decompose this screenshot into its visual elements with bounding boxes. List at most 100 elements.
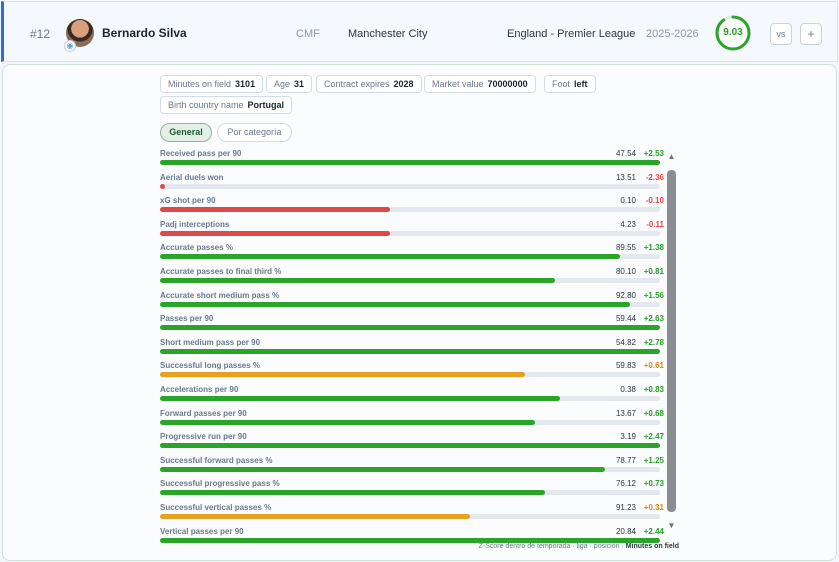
metric-bar-track <box>160 514 660 519</box>
metric-zscore: -0.10 <box>645 196 664 206</box>
club-badge-icon: ◉ <box>64 40 76 52</box>
metric-bar-fill <box>160 443 660 449</box>
metric-row: Successful forward passes % 78.77 +1.25 <box>160 456 664 478</box>
chip-contract: Contract expires 2028 <box>316 75 422 93</box>
metric-row: xG shot per 90 0.10 -0.10 <box>160 196 664 218</box>
metric-row: Aerial duels won 13.51 -2.36 <box>160 173 664 195</box>
metric-label: Vertical passes per 90 <box>160 526 244 536</box>
metric-label: Successful long passes % <box>160 361 261 371</box>
scrollbar-thumb[interactable] <box>667 170 676 512</box>
metric-row: Passes per 90 59.44 +2.63 <box>160 314 664 336</box>
stats-panel <box>2 64 837 561</box>
metric-bar-track <box>160 466 660 472</box>
metric-value: 13.51 <box>615 172 636 182</box>
metric-bar-fill <box>160 514 470 519</box>
metric-zscore: +0.73 <box>643 479 664 489</box>
tab-general[interactable]: General <box>160 123 212 142</box>
player-name[interactable]: Bernardo Silva <box>102 26 187 40</box>
metric-value: 92.80 <box>615 290 636 300</box>
metric-bar-fill <box>160 325 660 331</box>
compare-button[interactable]: vs <box>770 23 792 45</box>
metric-value: 0.10 <box>620 196 636 206</box>
scroll-down-icon[interactable]: ▼ <box>667 521 676 530</box>
chip-minutes: Minutes on field 3101 <box>160 75 264 93</box>
metric-value: 13.67 <box>615 408 636 418</box>
scroll-up-icon[interactable]: ▲ <box>667 152 676 161</box>
add-button[interactable]: + <box>800 23 822 45</box>
player-rating: 9.03 <box>723 27 743 38</box>
metric-zscore: +1.25 <box>643 455 664 465</box>
player-league: England - Premier League <box>507 28 636 40</box>
metric-bar-track <box>160 254 660 260</box>
metric-label: xG shot per 90 <box>160 196 216 206</box>
metric-label: Successful vertical passes % <box>160 503 272 512</box>
metric-zscore: +0.81 <box>643 267 664 276</box>
metric-bar-track <box>160 325 660 331</box>
metric-row: Short medium pass per 90 54.82 +2.78 <box>160 338 664 360</box>
metric-zscore: +1.56 <box>643 290 664 300</box>
metric-bar-fill <box>160 301 630 307</box>
metric-value: 59.44 <box>615 314 636 324</box>
metric-zscore: +0.31 <box>643 503 664 512</box>
metric-bar-track <box>160 278 660 283</box>
metric-row: Accurate short medium pass % 92.80 +1.56 <box>160 291 664 313</box>
metric-zscore: +2.47 <box>643 432 664 442</box>
metric-row: Accurate passes to final third % 80.10 +0.… <box>160 267 664 289</box>
metric-label: Padj interceptions <box>160 219 230 229</box>
metric-label: Successful forward passes % <box>160 455 273 465</box>
metric-bar-track <box>160 419 660 425</box>
metric-value: 4.23 <box>620 219 636 229</box>
metric-bar-track <box>160 183 660 189</box>
metric-zscore: +2.63 <box>643 314 664 324</box>
metric-row: Vertical passes per 90 20.84 +2.44 <box>160 527 664 549</box>
footnote: Z-Score dentro de temporada · liga · pos… <box>478 543 679 550</box>
metric-row: Forward passes per 90 13.67 +0.68 <box>160 409 664 431</box>
metric-label: Accelerations per 90 <box>160 385 239 394</box>
metric-bar-track <box>160 230 660 236</box>
metric-bar-fill <box>160 254 620 260</box>
metric-label: Forward passes per 90 <box>160 408 247 418</box>
rating-ring-icon <box>715 15 751 51</box>
metric-zscore: +0.61 <box>643 361 664 371</box>
metric-row: Received pass per 90 47.54 +2.53 <box>160 149 664 171</box>
metric-bar-track <box>160 301 660 307</box>
metric-bar-fill <box>160 278 555 283</box>
metric-bar-track <box>160 537 660 543</box>
metric-zscore: +2.53 <box>643 149 664 158</box>
metric-zscore: +2.78 <box>643 337 664 347</box>
metric-bar-fill <box>160 466 605 472</box>
metric-row: Padj interceptions 4.23 -0.11 <box>160 220 664 242</box>
metric-value: 78.77 <box>615 455 636 465</box>
metric-value: 3.19 <box>620 432 636 442</box>
metric-value: 0.38 <box>620 385 636 394</box>
metric-bar-fill <box>160 183 165 189</box>
metric-label: Progressive run per 90 <box>160 432 247 442</box>
metric-label: Accurate passes % <box>160 243 233 253</box>
metric-zscore: +0.83 <box>643 385 664 394</box>
metric-value: 76.12 <box>615 479 636 489</box>
tab-by-category[interactable]: Por categoría <box>217 123 292 142</box>
metric-row: Accelerations per 90 0.38 +0.83 <box>160 385 664 407</box>
metric-label: Passes per 90 <box>160 314 214 324</box>
player-header: #12 ◉ Bernardo Silva CMF Manchester City… <box>1 1 838 62</box>
chip-birth-country: Birth country name Portugal <box>160 96 293 114</box>
metric-value: 89.55 <box>615 243 636 253</box>
metric-row: Progressive run per 90 3.19 +2.47 <box>160 432 664 454</box>
metric-bar-fill <box>160 207 390 213</box>
metric-bar-track <box>160 396 660 401</box>
metric-zscore: +0.68 <box>643 408 664 418</box>
metric-label: Short medium pass per 90 <box>160 337 261 347</box>
metric-bar-track <box>160 207 660 213</box>
metric-bar-fill <box>160 396 560 401</box>
metric-value: 20.84 <box>615 526 636 536</box>
chip-market-value: Market value 70000000 <box>424 75 536 93</box>
metric-zscore: -2.36 <box>645 172 664 182</box>
metric-row: Accurate passes % 89.55 +1.38 <box>160 243 664 265</box>
metric-bar-track <box>160 372 660 378</box>
player-position: CMF <box>296 28 320 40</box>
metric-bar-track <box>160 348 660 354</box>
metric-label: Accurate short medium pass % <box>160 290 280 300</box>
player-number: #12 <box>30 27 51 41</box>
metric-label: Successful progressive pass % <box>160 479 280 489</box>
metric-bar-track <box>160 160 660 165</box>
